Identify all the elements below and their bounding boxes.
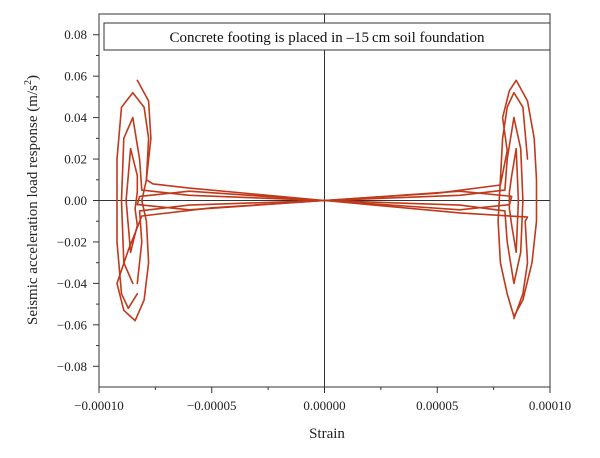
y-tick-label: 0.08 [64,27,87,42]
series-line-5 [323,79,538,318]
y-axis-label-close: ) [25,75,41,80]
series-line-7 [323,190,529,320]
series-line-4 [125,147,139,254]
y-tick-label: −0.04 [57,276,88,291]
x-tick-label: −0.00010 [74,398,124,413]
y-tick-label: −0.02 [57,234,87,249]
ticks-layer: −0.00010 −0.00005 0.00000 0.00005 0.00010 0.0… [57,27,571,413]
chart-title: Concrete footing is placed in –15 cm soi… [169,30,485,46]
x-axis-label: Strain [309,426,345,442]
y-axis-label-main: Seismic acceleration load response (m/s [25,85,41,325]
y-tick-label: 0.04 [64,110,87,125]
x-tick-label: −0.00005 [187,398,237,413]
y-tick-label: −0.08 [57,359,87,374]
series-line-6 [323,116,524,285]
series-line-2 [120,116,326,285]
chart-title-box: Concrete footing is placed in –15 cm soi… [103,22,551,51]
y-tick-label: 0.06 [64,69,87,84]
series-layer [116,79,538,322]
x-tick-label: 0.00005 [416,398,458,413]
y-tick-label: −0.06 [57,317,88,332]
series-line-3 [136,79,326,211]
x-tick-label: 0.00010 [529,398,571,413]
y-axis-label-exponent: 2 [23,80,34,85]
y-axis-label: Seismic acceleration load response (m/s2… [23,75,41,325]
series-line-1 [116,91,326,322]
y-tick-label: 0.00 [64,193,87,208]
y-tick-label: 0.02 [64,152,87,167]
series-line-8 [508,147,520,254]
chart-title-frame [103,22,551,51]
x-tick-label: 0.00000 [303,398,345,413]
